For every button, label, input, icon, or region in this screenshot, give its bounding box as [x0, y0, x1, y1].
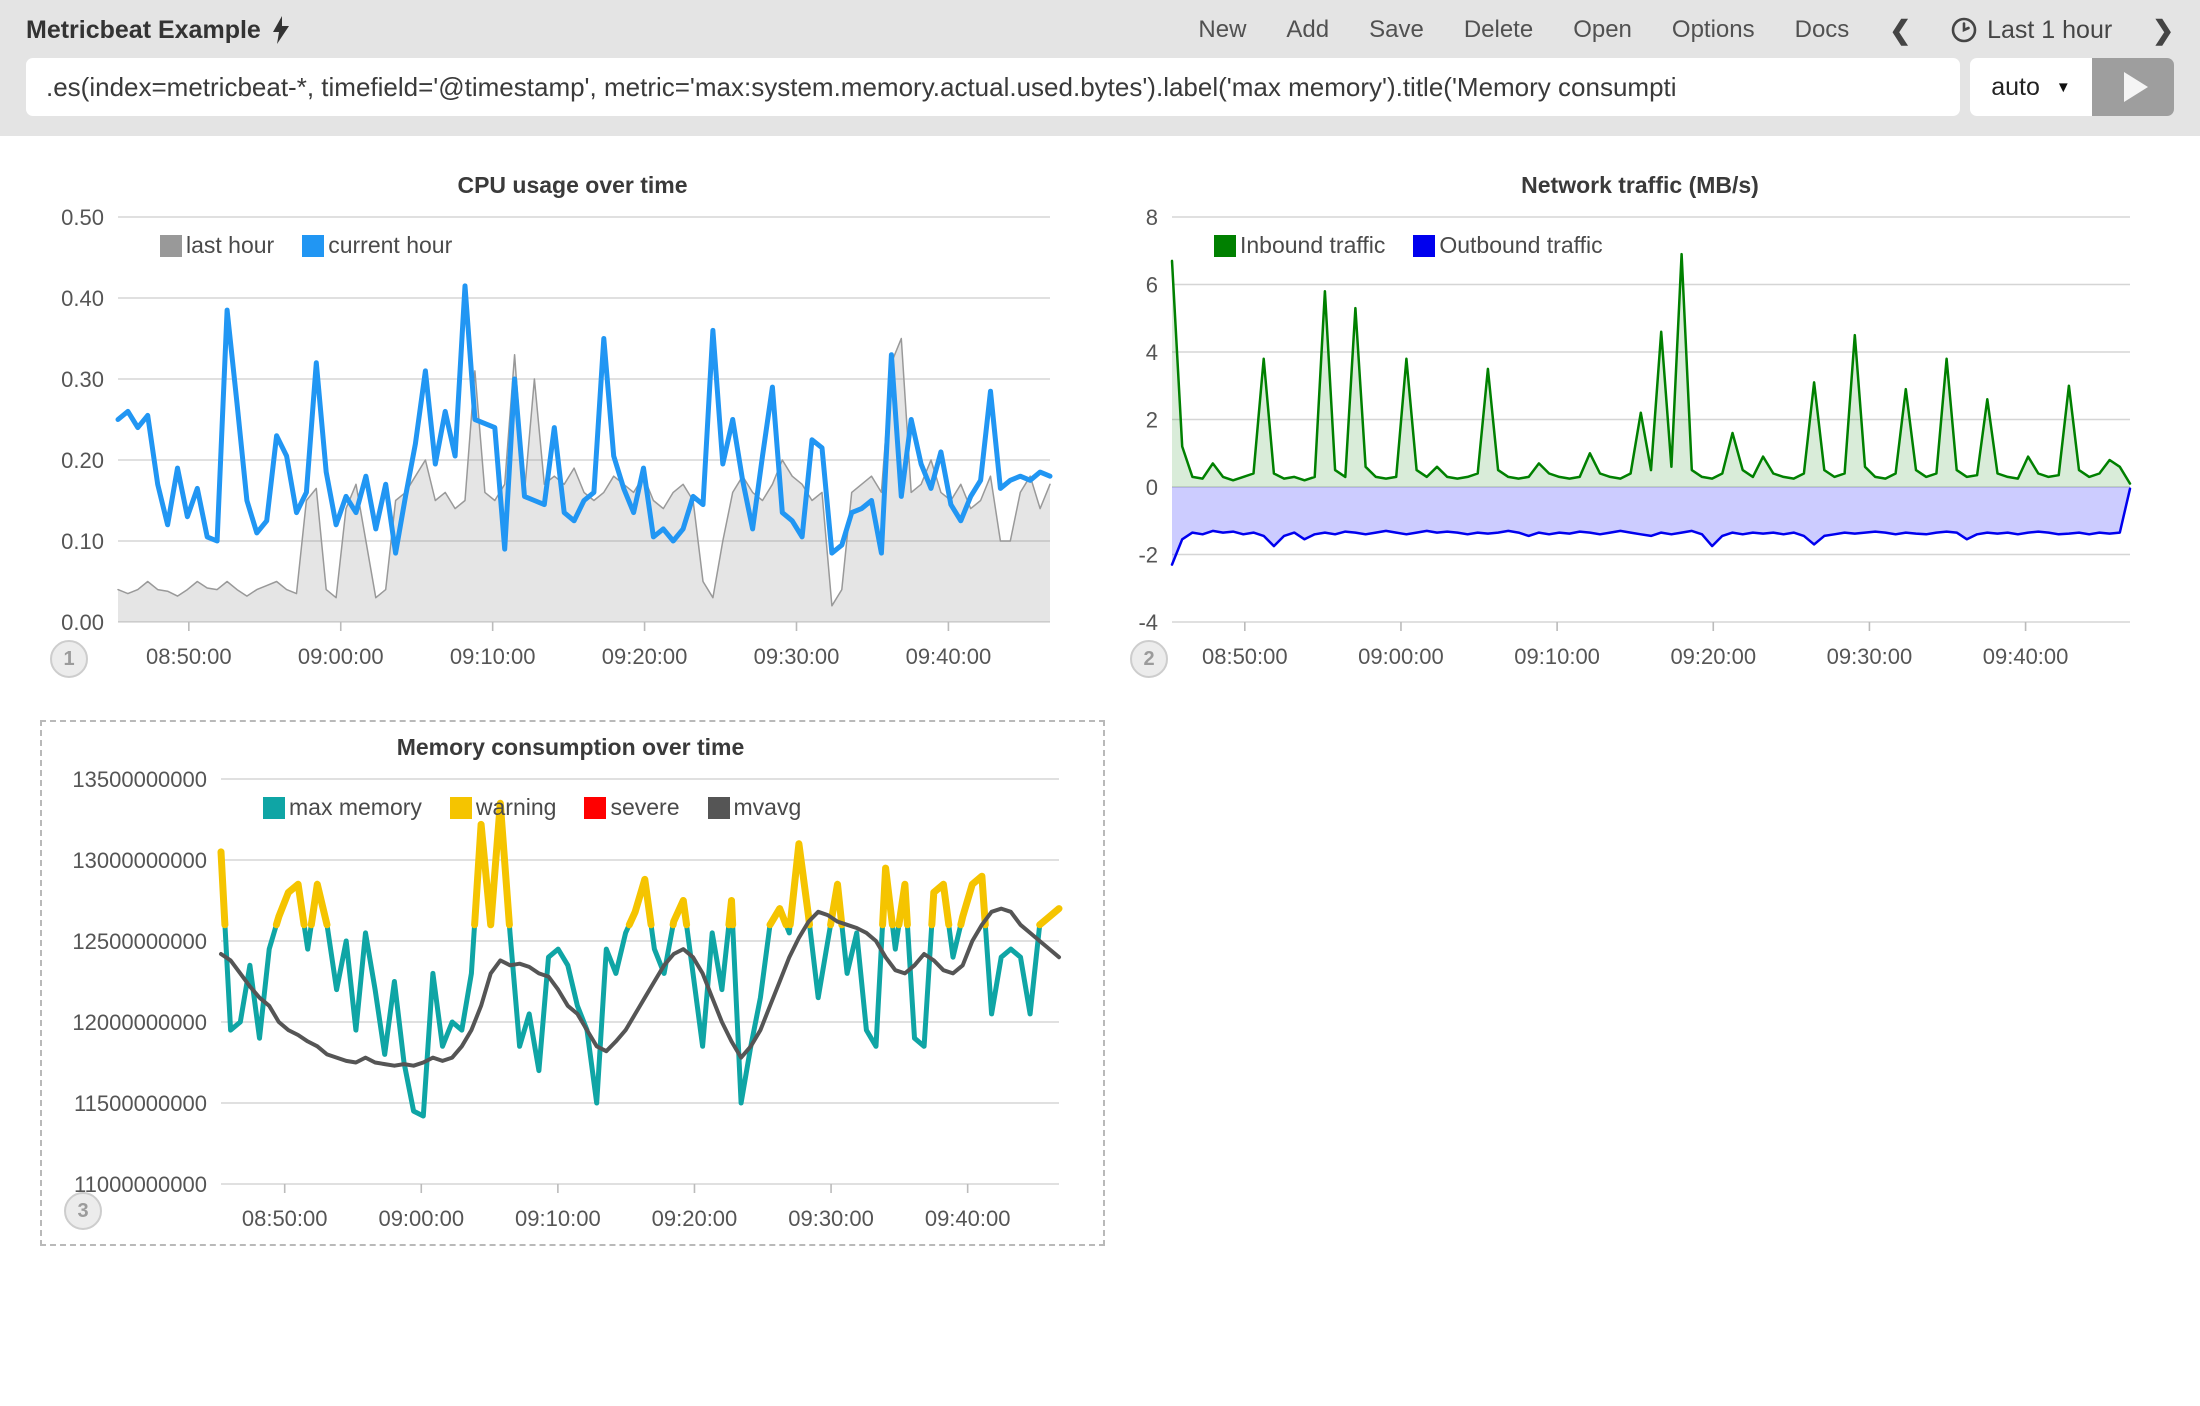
svg-text:08:50:00: 08:50:00 [1202, 644, 1288, 669]
legend-item-current-hour: current hour [302, 232, 452, 259]
legend-item-severe: severe [584, 794, 680, 821]
time-range-label: Last 1 hour [1987, 15, 2113, 44]
svg-text:09:30:00: 09:30:00 [754, 644, 840, 669]
svg-text:09:40:00: 09:40:00 [906, 644, 992, 669]
interval-value: auto [1991, 72, 2040, 101]
legend-swatch [707, 796, 730, 819]
legend-item-max-memory: max memory [263, 794, 422, 821]
svg-text:2: 2 [1146, 408, 1158, 433]
play-icon [2124, 72, 2148, 102]
svg-text:13000000000: 13000000000 [72, 848, 207, 873]
nav-menu: New Add Save Delete Open Options Docs ❮ Last 1… [1198, 15, 2174, 46]
nav-item-new[interactable]: New [1198, 16, 1247, 43]
svg-text:13500000000: 13500000000 [72, 768, 207, 792]
svg-text:09:30:00: 09:30:00 [1827, 644, 1913, 669]
svg-text:8: 8 [1146, 206, 1158, 230]
svg-text:09:00:00: 09:00:00 [1358, 644, 1444, 669]
svg-text:11000000000: 11000000000 [74, 1172, 207, 1197]
svg-text:-4: -4 [1138, 610, 1158, 635]
chart-legend: Inbound traffic Outbound traffic [1214, 232, 1603, 259]
svg-text:12500000000: 12500000000 [72, 929, 207, 954]
svg-text:4: 4 [1146, 340, 1158, 365]
network-chart-title: Network traffic (MB/s) [1521, 172, 1759, 198]
nav-item-delete[interactable]: Delete [1463, 16, 1534, 43]
svg-text:0.50: 0.50 [61, 206, 104, 230]
nav-item-docs[interactable]: Docs [1794, 16, 1850, 43]
nav-item-options[interactable]: Options [1671, 16, 1755, 43]
legend-swatch [160, 234, 182, 257]
cpu-chart-title: CPU usage over time [457, 172, 688, 198]
svg-text:0.30: 0.30 [61, 367, 104, 392]
caret-down-icon: ▼ [2055, 78, 2071, 96]
app-title: Metricbeat Example [26, 15, 261, 44]
svg-text:6: 6 [1146, 273, 1158, 298]
svg-text:08:50:00: 08:50:00 [146, 644, 232, 669]
svg-text:09:00:00: 09:00:00 [298, 644, 384, 669]
charts-area: CPU usage over time 0.50 0.40 0.30 0.20 0.10… [0, 136, 2200, 1246]
svg-text:0: 0 [1146, 475, 1158, 500]
panel-number-badge: 2 [1130, 640, 1168, 678]
legend-item-outbound-traffic: Outbound traffic [1413, 232, 1603, 259]
svg-text:0.10: 0.10 [61, 529, 104, 554]
run-query-button[interactable] [2092, 58, 2174, 116]
svg-text:0.20: 0.20 [61, 448, 104, 473]
nav-item-open[interactable]: Open [1573, 16, 1632, 43]
svg-text:11500000000: 11500000000 [74, 1091, 207, 1116]
query-bar: auto ▼ [0, 50, 2200, 116]
chart-legend: max memory warning severe mvavg [263, 794, 801, 821]
legend-swatch [449, 796, 472, 819]
svg-text:09:30:00: 09:30:00 [788, 1206, 874, 1231]
svg-text:08:50:00: 08:50:00 [242, 1206, 328, 1231]
memory-chart-plot: 13500000000 13000000000 12500000000 1200000… [52, 768, 1089, 1238]
cpu-usage-chart-panel[interactable]: CPU usage over time 0.50 0.40 0.30 0.20 0.10… [40, 170, 1105, 678]
chart-canvas: 13500000000 13000000000 12500000000 1200000… [72, 768, 1063, 1231]
memory-chart-title: Memory consumption over time [396, 734, 745, 760]
legend-swatch [584, 796, 607, 819]
nav-item-add[interactable]: Add [1286, 16, 1330, 43]
chart-canvas: 0.50 0.40 0.30 0.20 0.10 0.00 08:50:00 09:00:00… [61, 206, 1053, 669]
clock-icon [1951, 17, 1977, 43]
svg-text:09:10:00: 09:10:00 [450, 644, 536, 669]
chevron-left-icon[interactable]: ❮ [1889, 14, 1912, 45]
chart-legend: last hour current hour [160, 232, 452, 259]
chevron-right-icon[interactable]: ❯ [2152, 14, 2174, 45]
svg-text:09:40:00: 09:40:00 [1983, 644, 2069, 669]
chart-canvas: 8 6 4 2 0 -2 -4 08:50:00 09:00:00 09:10:00 09:20:0… [1138, 206, 2132, 669]
nav-item-save[interactable]: Save [1369, 16, 1424, 43]
nav-row: Metricbeat Example New Add Save Delete Open O… [0, 0, 2200, 50]
legend-swatch [1214, 234, 1236, 257]
interval-select[interactable]: auto ▼ [1970, 58, 2092, 116]
svg-text:09:20:00: 09:20:00 [652, 1206, 738, 1231]
network-traffic-chart-panel[interactable]: Network traffic (MB/s) 8 6 4 2 0 -2 -4 08:50:00… [1120, 170, 2160, 678]
legend-swatch [263, 796, 285, 819]
lightning-bolt-icon [272, 16, 289, 44]
time-picker[interactable]: Last 1 hour [1951, 16, 2112, 45]
svg-text:09:20:00: 09:20:00 [602, 644, 688, 669]
svg-text:0.00: 0.00 [61, 610, 104, 635]
svg-text:09:00:00: 09:00:00 [378, 1206, 464, 1231]
memory-chart-panel-selected[interactable]: Memory consumption over time 13500000000… [40, 720, 1105, 1246]
legend-item-warning: warning [449, 794, 556, 821]
legend-item-last-hour: last hour [160, 232, 274, 259]
svg-text:09:40:00: 09:40:00 [925, 1206, 1011, 1231]
panel-number-badge: 3 [64, 1192, 102, 1230]
svg-text:09:20:00: 09:20:00 [1670, 644, 1756, 669]
svg-text:12000000000: 12000000000 [72, 1010, 207, 1035]
top-bar: Metricbeat Example New Add Save Delete Open O… [0, 0, 2200, 136]
panel-number-badge: 1 [50, 640, 88, 678]
legend-swatch [1413, 234, 1436, 257]
legend-item-mvavg: mvavg [707, 794, 801, 821]
svg-text:09:10:00: 09:10:00 [515, 1206, 601, 1231]
nav-menu-items: New Add Save Delete Open Options Docs [1198, 16, 1849, 44]
timelion-query-input[interactable] [26, 58, 1960, 116]
cpu-chart-plot: 0.50 0.40 0.30 0.20 0.10 0.00 08:50:00 09:00:00… [40, 206, 1105, 676]
svg-text:09:10:00: 09:10:00 [1514, 644, 1600, 669]
network-chart-plot: 8 6 4 2 0 -2 -4 08:50:00 09:00:00 09:10:00 09:20:0… [1120, 206, 2160, 676]
svg-text:0.40: 0.40 [61, 286, 104, 311]
legend-swatch [302, 234, 325, 257]
legend-item-inbound-traffic: Inbound traffic [1214, 232, 1385, 259]
svg-text:-2: -2 [1138, 543, 1158, 568]
